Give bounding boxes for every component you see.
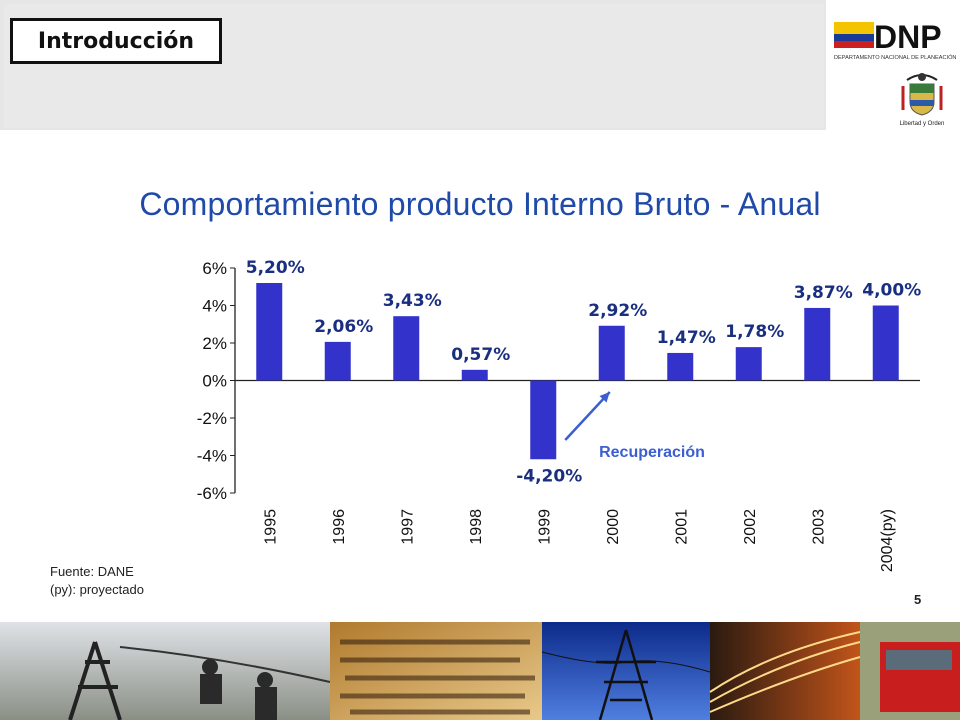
y-tick-label: -2% bbox=[197, 409, 227, 428]
recovery-arrow-head bbox=[599, 392, 610, 403]
recovery-annotation: Recuperación bbox=[599, 444, 705, 461]
x-tick-label: 1995 bbox=[262, 509, 279, 545]
dnp-logo: DNP DEPARTAMENTO NACIONAL DE PLANEACIÓN bbox=[834, 19, 956, 61]
recovery-arrow-line bbox=[564, 391, 611, 441]
dnp-logo-text: DNP bbox=[874, 19, 942, 55]
shield-sea-band bbox=[910, 100, 934, 106]
section-label: Introducción bbox=[10, 18, 222, 64]
data-label: 2,92% bbox=[588, 301, 647, 321]
page-number: 5 bbox=[914, 592, 922, 607]
chart-bars bbox=[256, 283, 899, 460]
data-label: 1,78% bbox=[725, 322, 784, 342]
x-tick-label: 2002 bbox=[742, 509, 759, 545]
slide-title: Comportamiento producto Interno Bruto - … bbox=[139, 186, 821, 222]
source-line: Fuente: DANE bbox=[50, 564, 134, 579]
flag-yellow-stripe bbox=[834, 22, 874, 34]
chart-data-labels: 5,20% 2,06% 3,43% 0,57% -4,20% 2,92% 1,47% 1,78… bbox=[246, 258, 921, 486]
dnp-logo-subtext: DEPARTAMENTO NACIONAL DE PLANEACIÓN bbox=[834, 54, 956, 61]
chart-annotation: Recuperación bbox=[564, 391, 705, 461]
y-tick-label: -6% bbox=[197, 484, 227, 503]
bar bbox=[872, 305, 899, 381]
shield-top-band bbox=[910, 84, 934, 93]
shield-caption: Libertad y Orden bbox=[900, 121, 945, 127]
power-tower-photo bbox=[541, 622, 711, 720]
x-tick-label: 2003 bbox=[810, 509, 827, 545]
x-tick-label: 2001 bbox=[673, 509, 690, 545]
data-label: 1,47% bbox=[657, 328, 716, 348]
condor-head bbox=[918, 73, 926, 81]
data-label: 3,43% bbox=[383, 291, 442, 311]
y-tick-label: 2% bbox=[202, 334, 227, 353]
bar bbox=[461, 369, 488, 381]
flag-blue-stripe bbox=[834, 34, 874, 41]
data-label: 3,87% bbox=[794, 283, 853, 303]
linemen-photo bbox=[0, 622, 331, 720]
data-label: -4,20% bbox=[516, 466, 582, 486]
bar bbox=[256, 283, 283, 381]
bar bbox=[393, 316, 420, 381]
data-label: 2,06% bbox=[314, 317, 373, 337]
red-bus-photo bbox=[860, 622, 960, 720]
x-tick-label: 1997 bbox=[399, 509, 416, 545]
y-tick-label: 0% bbox=[202, 372, 227, 391]
y-tick-label: 6% bbox=[202, 259, 227, 278]
data-label: 4,00% bbox=[862, 281, 921, 301]
bar bbox=[598, 325, 625, 381]
dictionary-photo bbox=[330, 622, 542, 720]
coat-of-arms-icon: Libertad y Orden bbox=[900, 73, 945, 127]
shield-flags bbox=[901, 86, 943, 110]
bar bbox=[735, 347, 762, 381]
x-tick-label: 2000 bbox=[605, 509, 622, 545]
bar bbox=[530, 380, 557, 460]
chart-x-tick-labels: 1995 1996 1997 1998 1999 2000 2001 2002 2003 2004… bbox=[262, 509, 896, 572]
y-tick-label: 4% bbox=[202, 297, 227, 316]
data-label: 0,57% bbox=[451, 345, 510, 365]
x-tick-label: 1998 bbox=[468, 509, 485, 545]
x-tick-label: 1999 bbox=[536, 509, 553, 545]
bar bbox=[667, 352, 694, 381]
projection-note: (py): proyectado bbox=[50, 582, 144, 597]
x-tick-label: 1996 bbox=[331, 509, 348, 545]
gdp-bar-chart: 6% 4% 2% 0% -2% -4% -6% 5,20% 2,06% 3,43% 0,57% -4… bbox=[197, 258, 921, 572]
photo-strip bbox=[0, 622, 960, 720]
y-tick-label: -4% bbox=[197, 447, 227, 466]
bar bbox=[804, 307, 831, 381]
source-note: Fuente: DANE (py): proyectado bbox=[50, 563, 144, 599]
data-label: 5,20% bbox=[246, 258, 305, 278]
night-traffic-photo bbox=[709, 622, 861, 720]
flag-red-stripe bbox=[834, 41, 874, 48]
x-tick-label: 2004(py) bbox=[879, 509, 896, 572]
logo-area bbox=[826, 0, 960, 130]
bar bbox=[324, 341, 351, 381]
